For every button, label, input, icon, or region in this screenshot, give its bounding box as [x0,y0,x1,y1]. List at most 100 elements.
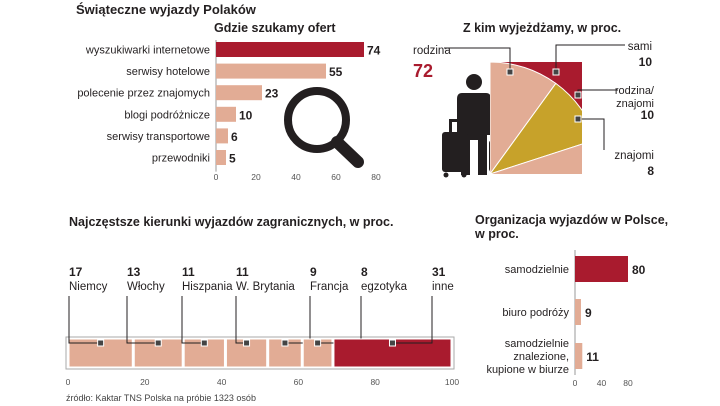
leader-marker [574,91,582,99]
leader-marker [388,339,396,347]
value-label: 13 [127,265,141,279]
value-label: 55 [329,65,343,79]
chart-title: Gdzie szukamy ofert [214,21,336,35]
category-label: polecenie przez znajomych [77,88,210,100]
category-label: blogi podróżnicze [124,109,210,121]
category-label: samodzielnie [505,338,569,350]
bar [575,256,628,282]
leader-line [181,296,203,344]
leader-line [68,296,99,344]
bar [575,299,581,325]
value-label: 8 [361,265,368,279]
bar [216,150,226,165]
leader-marker [243,339,251,347]
category-label: samodzielnie [505,264,569,276]
value-label: 74 [367,44,381,58]
bar [575,343,583,369]
value-label: 11 [586,350,599,364]
organization-chart: Organizacja wyjazdów w Polsce,w proc. sam… [474,213,668,388]
leader-marker [281,339,289,347]
tick-label: 80 [371,172,381,182]
leader-marker [574,115,582,123]
leader-marker [200,339,208,347]
pie-label: znajomi [614,150,654,162]
bar [216,85,262,101]
category-label: wyszukiwarki internetowe [85,45,210,57]
pie-value: 10 [639,55,653,69]
leader-line [555,44,625,72]
tick-label: 80 [370,377,380,387]
leader-line [578,118,605,150]
bar [216,106,236,122]
leader-marker [97,339,105,347]
search-sources-chart: Gdzie szukamy ofert wyszukiwarki internet… [77,21,381,182]
value-label: 80 [632,263,646,277]
category-label: serwisy hotelowe [126,66,210,78]
leader-marker [154,339,162,347]
leader-line [390,296,433,344]
value-label: 9 [310,265,317,279]
category-label: przewodniki [152,153,210,165]
magnifier-icon [284,87,364,168]
category-label: W. Brytania [236,281,295,293]
category-label: serwisy transportowe [107,131,210,143]
chart-title: Organizacja wyjazdów w Polsce, [475,213,668,227]
value-label: 23 [265,87,279,101]
pie-slices [490,62,582,174]
pie-value: 72 [413,61,433,81]
value-label: 9 [585,306,592,320]
pie-label: rodzina [413,45,451,57]
tick-label: 40 [217,377,227,387]
leader-line [577,89,618,96]
chart-title: w proc. [474,227,519,241]
category-label: egzotyka [361,281,408,293]
bar-segment [133,338,183,368]
category-label: znalezione, [513,351,569,363]
pie-label: znajomi [616,98,654,110]
value-label: 17 [69,265,83,279]
tick-label: 80 [623,378,633,388]
value-label: 11 [182,265,195,279]
tick-label: 0 [573,378,578,388]
leader-line [315,296,362,344]
value-label: 5 [229,152,236,166]
category-label: biuro podróży [502,307,569,319]
value-label: 10 [239,108,253,122]
category-label: Niemcy [69,281,108,293]
tick-label: 40 [597,378,607,388]
pie-value: 8 [647,164,654,178]
category-label: kupione w biurze [486,364,569,376]
tick-label: 20 [140,377,150,387]
pie-value: 10 [641,108,655,122]
tick-label: 60 [331,172,341,182]
destinations-chart: Najczęstsze kierunki wyjazdów zagraniczn… [65,215,459,387]
bar [216,42,364,57]
pie-slice-znajomi [490,143,582,174]
leader-line [126,296,157,344]
leader-line [235,296,245,344]
category-label: Francja [310,281,349,293]
source-note: źródło: Kaktar TNS Polska na próbie 1323… [66,393,256,403]
bar [216,63,326,79]
tick-label: 20 [251,172,261,182]
leader-line [444,47,511,72]
chart-title: Najczęstsze kierunki wyjazdów zagraniczn… [69,215,393,229]
chart-title: Z kim wyjeżdżamy, w proc. [463,21,621,35]
leader-line [282,296,311,344]
leader-marker [506,68,514,76]
leader-marker [314,339,322,347]
tick-label: 0 [66,377,71,387]
tick-label: 100 [445,377,459,387]
value-label: 6 [231,130,238,144]
value-label: 11 [236,265,249,279]
category-label: Hiszpania [182,281,233,293]
leader-marker [552,68,560,76]
tick-label: 0 [214,172,219,182]
travel-companions-chart: Z kim wyjeżdżamy, w proc. rodzina 72 sami 10… [413,21,655,178]
bar [216,128,228,144]
page-title: Świąteczne wyjazdy Polaków [76,2,257,17]
tick-label: 40 [291,172,301,182]
category-label: Włochy [127,281,165,293]
